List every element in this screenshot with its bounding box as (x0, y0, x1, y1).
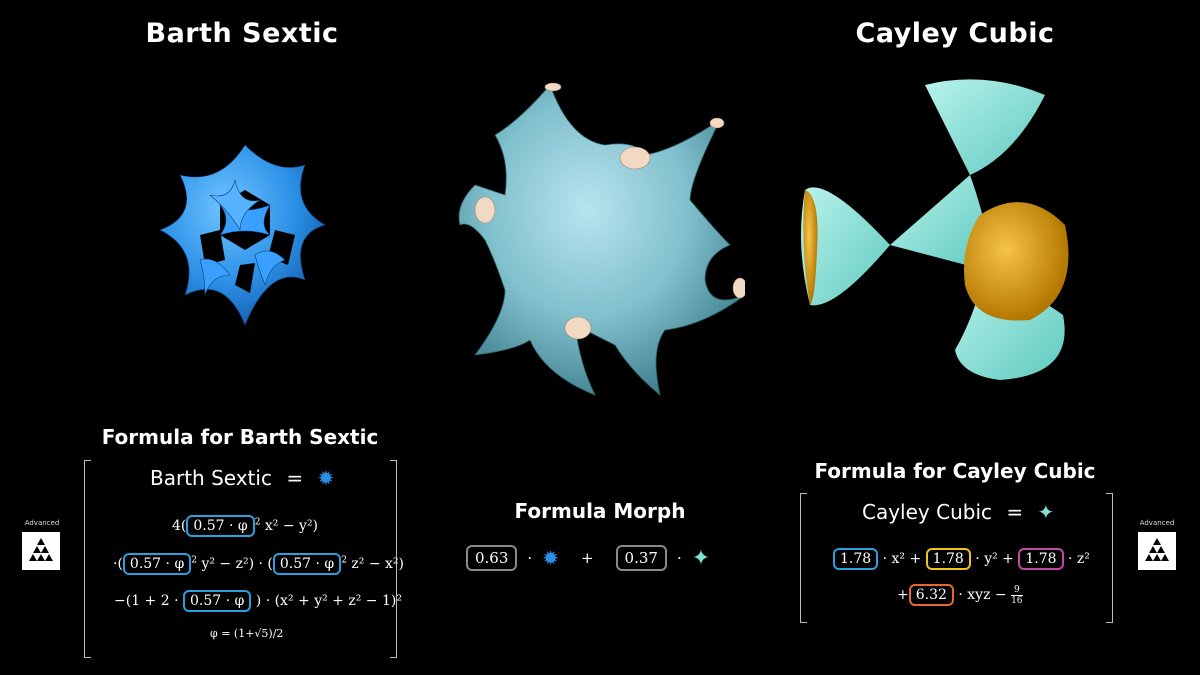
coef-c3-box[interactable]: 1.78 (1018, 548, 1064, 570)
pyramid-icon (29, 538, 53, 561)
line1-pre: 4( (172, 518, 187, 534)
barth-thumbnail-icon: ✹ (542, 546, 559, 570)
term4: · xyz − (958, 587, 1007, 603)
coef-box[interactable]: 0.57 · φ (186, 515, 255, 537)
barth-lhs-label: Barth Sextic (150, 466, 272, 490)
frac-num: 9 (1011, 585, 1023, 596)
dot: · (676, 549, 682, 567)
morph-surface-render (458, 82, 745, 397)
line2-post: z² − x²) (351, 556, 404, 572)
term3: · z² (1067, 551, 1090, 567)
advanced-label-right: Advanced (1139, 519, 1175, 527)
fraction: 9 16 (1011, 585, 1023, 606)
pyramid-icon (1145, 538, 1169, 561)
coef-box[interactable]: 0.57 · φ (272, 553, 342, 575)
coef-c4-box[interactable]: 6.32 (908, 584, 954, 606)
term2: · y² + (975, 551, 1014, 567)
cayley-title: Cayley Cubic (855, 18, 1055, 49)
frac-den: 16 (1011, 595, 1023, 606)
morph-formula-title: Formula Morph (514, 499, 686, 523)
cayley-lhs-label: Cayley Cubic (862, 500, 992, 524)
cayley-formula-title: Formula for Cayley Cubic (814, 459, 1096, 483)
line2-mid: y² − z²) · ( (201, 556, 273, 572)
eq-sign: = (286, 466, 304, 490)
line1-post: x² − y²) (264, 518, 319, 534)
cayley-line2: +6.32 · xyz − 9 16 (897, 584, 1023, 606)
plus: + (580, 549, 594, 567)
right-bracket (1106, 493, 1113, 623)
barth-formula-lhs: Barth Sextic = ✹ (150, 466, 334, 490)
advanced-label-left: Advanced (24, 519, 60, 527)
dot: · (527, 549, 533, 567)
cayley-formula-lhs: Cayley Cubic = ✦ (862, 500, 1054, 524)
coef-box[interactable]: 0.57 · φ (122, 553, 192, 575)
line2-pre: ·( (113, 556, 123, 572)
line3-post: ) · (x² + y² + z² − 1)² (255, 593, 402, 609)
weight-a-box[interactable]: 0.63 (466, 545, 518, 571)
cayley-thumbnail-icon: ✦ (1037, 500, 1055, 524)
cayley-surface-render (801, 79, 1069, 380)
term1: · x² + (882, 551, 922, 567)
barth-formula-title: Formula for Barth Sextic (101, 425, 379, 449)
coef-c1-box[interactable]: 1.78 (833, 548, 879, 570)
weight-b-box[interactable]: 0.37 (615, 545, 667, 571)
cayley-thumbnail-icon: ✦ (691, 545, 711, 571)
coef-c2-box[interactable]: 1.78 (925, 548, 971, 570)
left-bracket (800, 493, 807, 623)
cayley-line1: 1.78 · x² + 1.78 · y² + 1.78 · z² (833, 548, 1090, 570)
barth-line3: −(1 + 2 · 0.57 · φ ) · (x² + y² + z² − 1… (114, 590, 402, 612)
eq-sign: = (1006, 500, 1024, 524)
coef-box[interactable]: 0.57 · φ (183, 590, 252, 612)
morph-formula: 0.63 · ✹ + 0.37 · ✦ (466, 545, 710, 571)
barth-surface-render (159, 144, 326, 326)
advanced-badge-right[interactable] (1138, 532, 1176, 570)
line3-pre: −(1 + 2 · (114, 593, 179, 609)
right-bracket (390, 460, 397, 658)
barth-thumbnail-icon: ✹ (317, 466, 335, 490)
left-bracket (84, 460, 91, 658)
barth-title: Barth Sextic (145, 18, 339, 49)
phi-definition: φ = (1+√5)/2 (210, 627, 284, 640)
advanced-badge-left[interactable] (22, 532, 60, 570)
plus: + (897, 587, 909, 603)
